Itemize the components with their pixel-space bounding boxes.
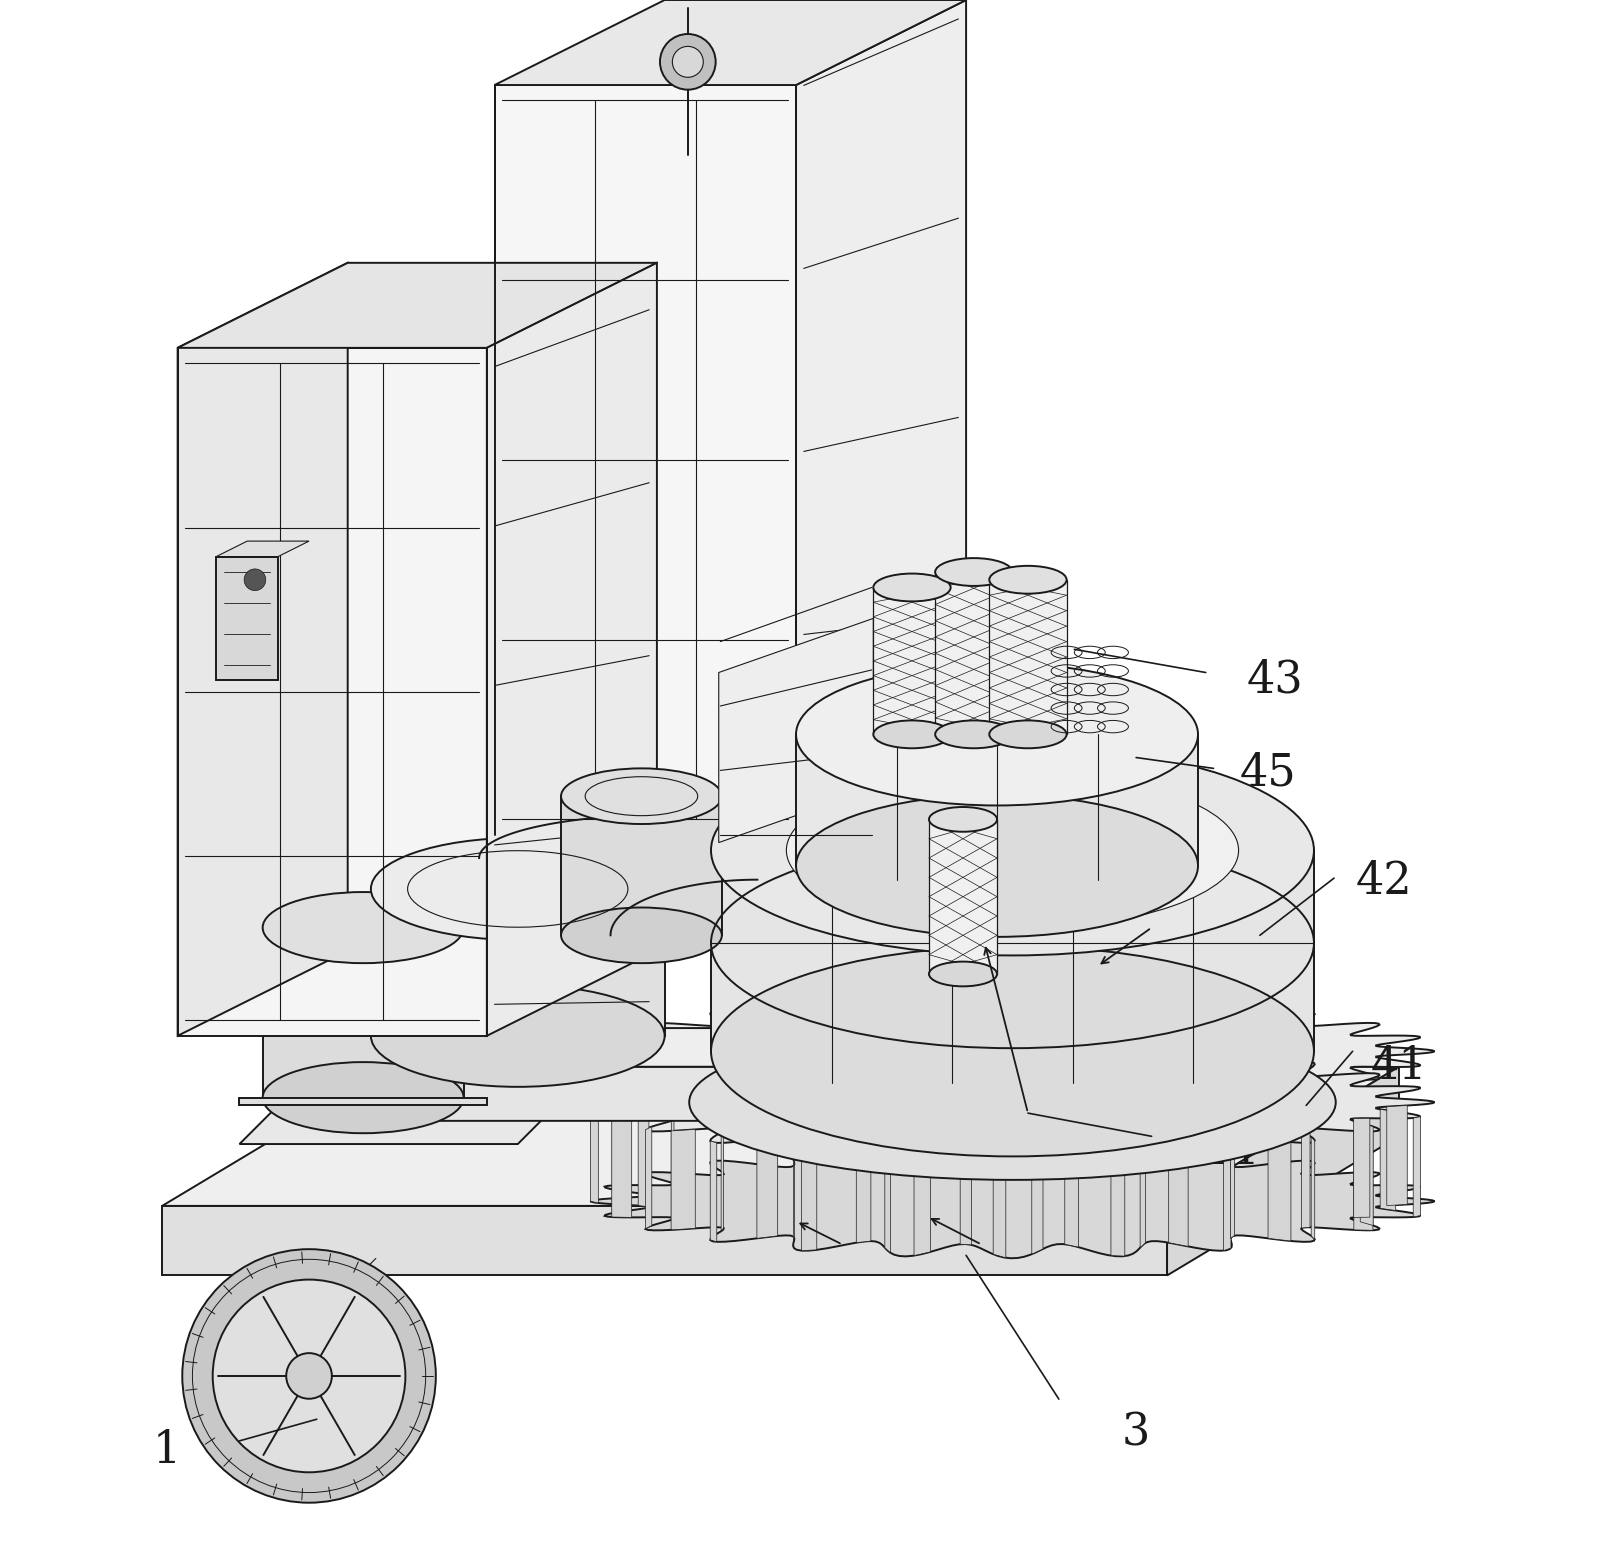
- Ellipse shape: [990, 720, 1066, 748]
- Polygon shape: [1032, 1150, 1044, 1254]
- Polygon shape: [990, 580, 1066, 734]
- Ellipse shape: [690, 1025, 1336, 1180]
- Polygon shape: [216, 557, 278, 680]
- Polygon shape: [885, 1149, 891, 1252]
- Polygon shape: [1139, 1144, 1146, 1248]
- Circle shape: [661, 34, 716, 90]
- Polygon shape: [591, 1102, 599, 1203]
- Polygon shape: [612, 1112, 630, 1214]
- Ellipse shape: [562, 768, 722, 824]
- Polygon shape: [487, 263, 657, 1036]
- Polygon shape: [372, 889, 665, 1036]
- Circle shape: [672, 46, 703, 77]
- Polygon shape: [1065, 1146, 1079, 1248]
- Polygon shape: [1268, 1139, 1290, 1241]
- Ellipse shape: [795, 663, 1198, 805]
- Polygon shape: [177, 348, 487, 1036]
- Polygon shape: [1230, 1136, 1235, 1238]
- Polygon shape: [1110, 1156, 1125, 1255]
- Polygon shape: [1311, 1136, 1315, 1240]
- Polygon shape: [672, 1118, 674, 1218]
- Circle shape: [213, 1280, 406, 1472]
- Polygon shape: [591, 1045, 1435, 1160]
- Ellipse shape: [372, 838, 665, 940]
- Polygon shape: [795, 734, 1198, 866]
- Polygon shape: [873, 587, 951, 734]
- Polygon shape: [216, 541, 308, 557]
- Text: 45: 45: [1240, 751, 1295, 795]
- Polygon shape: [646, 1127, 652, 1229]
- Text: 1: 1: [153, 1429, 180, 1472]
- Ellipse shape: [928, 807, 997, 832]
- Polygon shape: [1414, 1116, 1420, 1217]
- Text: 43: 43: [1246, 659, 1303, 702]
- Ellipse shape: [787, 771, 1238, 929]
- Polygon shape: [857, 1142, 872, 1243]
- Polygon shape: [240, 1098, 487, 1105]
- Text: 41: 41: [1371, 1045, 1427, 1088]
- Ellipse shape: [562, 908, 722, 963]
- Polygon shape: [162, 1067, 1399, 1206]
- Polygon shape: [711, 1141, 717, 1241]
- Ellipse shape: [935, 558, 1013, 586]
- Polygon shape: [355, 1067, 820, 1121]
- Text: 42: 42: [1355, 860, 1412, 903]
- Polygon shape: [1360, 1122, 1373, 1226]
- Polygon shape: [993, 1155, 1006, 1258]
- Ellipse shape: [873, 574, 951, 601]
- Polygon shape: [612, 1118, 631, 1217]
- Polygon shape: [1354, 1118, 1370, 1217]
- Polygon shape: [1302, 1129, 1310, 1228]
- Ellipse shape: [935, 720, 1013, 748]
- Polygon shape: [721, 1129, 724, 1231]
- Ellipse shape: [372, 985, 665, 1087]
- Polygon shape: [495, 85, 795, 835]
- Ellipse shape: [873, 720, 951, 748]
- Text: 3: 3: [1121, 1411, 1151, 1455]
- Polygon shape: [177, 263, 347, 1036]
- Polygon shape: [961, 1146, 972, 1245]
- Ellipse shape: [711, 745, 1315, 955]
- Polygon shape: [1380, 1110, 1396, 1211]
- Polygon shape: [263, 928, 464, 1098]
- Polygon shape: [638, 1107, 649, 1207]
- Polygon shape: [914, 1153, 930, 1255]
- Ellipse shape: [263, 892, 464, 963]
- Polygon shape: [240, 1105, 557, 1144]
- Text: 44: 44: [1201, 1130, 1258, 1173]
- Polygon shape: [162, 1206, 1167, 1275]
- Polygon shape: [1169, 1144, 1188, 1246]
- Circle shape: [182, 1249, 437, 1503]
- Ellipse shape: [928, 962, 997, 986]
- Polygon shape: [802, 1150, 816, 1251]
- Polygon shape: [1224, 1149, 1230, 1251]
- Ellipse shape: [711, 946, 1315, 1156]
- Polygon shape: [756, 1136, 777, 1238]
- Polygon shape: [1354, 1132, 1373, 1231]
- Polygon shape: [562, 796, 722, 935]
- Polygon shape: [591, 1144, 1435, 1258]
- Ellipse shape: [795, 795, 1198, 937]
- Polygon shape: [1386, 1105, 1407, 1206]
- Polygon shape: [495, 0, 966, 85]
- Circle shape: [286, 1353, 331, 1399]
- Polygon shape: [711, 850, 1315, 1051]
- Ellipse shape: [263, 1062, 464, 1133]
- Polygon shape: [177, 263, 657, 348]
- Polygon shape: [670, 1130, 695, 1231]
- Polygon shape: [1167, 1067, 1399, 1275]
- Polygon shape: [355, 1028, 789, 1067]
- Polygon shape: [928, 819, 997, 974]
- Polygon shape: [935, 572, 1013, 734]
- Polygon shape: [591, 996, 1435, 1107]
- Polygon shape: [719, 618, 873, 843]
- Ellipse shape: [990, 566, 1066, 594]
- Circle shape: [243, 569, 266, 591]
- Polygon shape: [795, 0, 966, 835]
